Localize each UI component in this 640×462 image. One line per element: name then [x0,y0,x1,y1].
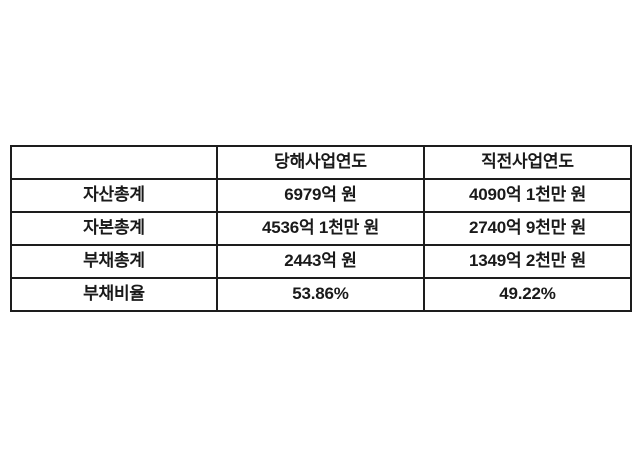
row-label-debt-ratio: 부채비율 [10,277,218,312]
table-header: 당해사업연도 직전사업연도 [10,145,632,180]
table-corner-cell [10,145,218,180]
cell-debt-ratio-previous-year: 49.22% [423,277,632,312]
cell-total-assets-previous-year: 4090억 1천만 원 [423,178,632,213]
table-row: 부채비율 53.86% 49.22% [10,277,632,312]
cell-total-assets-current-year: 6979억 원 [216,178,425,213]
cell-total-liabilities-current-year: 2443억 원 [216,244,425,279]
cell-total-equity-previous-year: 2740억 9천만 원 [423,211,632,246]
row-label-total-equity: 자본총계 [10,211,218,246]
cell-debt-ratio-current-year: 53.86% [216,277,425,312]
table-row: 자산총계 6979억 원 4090억 1천만 원 [10,178,632,213]
row-label-total-liabilities: 부채총계 [10,244,218,279]
row-label-total-assets: 자산총계 [10,178,218,213]
table-row: 자본총계 4536억 1천만 원 2740억 9천만 원 [10,211,632,246]
finance-table-container: 당해사업연도 직전사업연도 자산총계 6979억 원 4090억 1천만 원 자… [10,145,632,312]
cell-total-liabilities-previous-year: 1349억 2천만 원 [423,244,632,279]
table-body: 자산총계 6979억 원 4090억 1천만 원 자본총계 4536억 1천만 … [10,178,632,312]
table-header-row: 당해사업연도 직전사업연도 [10,145,632,180]
column-header-previous-year: 직전사업연도 [423,145,632,180]
table-row: 부채총계 2443억 원 1349억 2천만 원 [10,244,632,279]
cell-total-equity-current-year: 4536억 1천만 원 [216,211,425,246]
column-header-current-year: 당해사업연도 [216,145,425,180]
financial-summary-table: 당해사업연도 직전사업연도 자산총계 6979억 원 4090억 1천만 원 자… [10,145,632,312]
